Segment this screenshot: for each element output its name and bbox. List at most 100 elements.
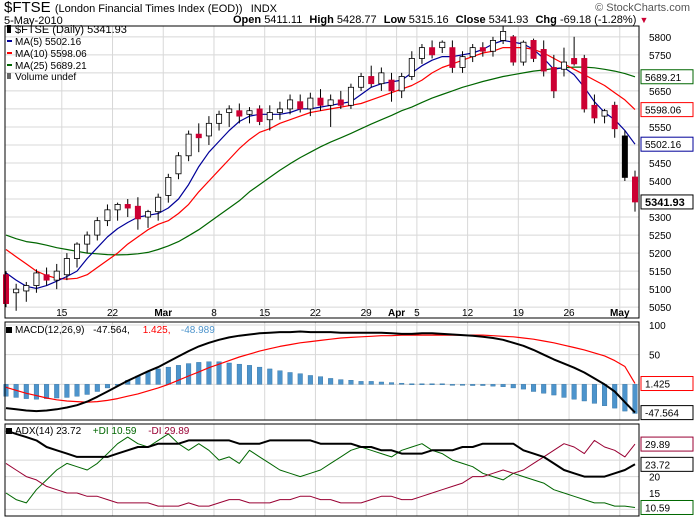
- x-tick-label-11: 26: [563, 308, 575, 319]
- candle-body: [540, 49, 547, 72]
- candle-body: [3, 274, 9, 304]
- price-value-tag-1: 5598.06: [645, 106, 682, 117]
- candle-body: [84, 234, 91, 245]
- macd-hist-bar: [175, 365, 181, 385]
- close-label: Close: [455, 14, 486, 26]
- macd-hist-bar: [399, 382, 405, 385]
- macd-value-tag-0: 1.425: [645, 380, 670, 391]
- macd-hist-bar: [155, 368, 161, 385]
- candle-body: [266, 112, 273, 121]
- x-tick-label-3: 8: [211, 308, 217, 319]
- macd-hist-bar: [226, 362, 232, 385]
- macd-legend-label-0: MACD(12,26,9): [15, 325, 84, 336]
- candle-body: [33, 272, 40, 286]
- price-ytick-5400: 5400: [649, 177, 672, 188]
- price-value-tag-2: 5502.16: [645, 140, 682, 151]
- candle-body: [388, 79, 395, 92]
- candle-body: [500, 31, 507, 41]
- high-label: High: [309, 14, 334, 26]
- macd-hist-bar: [206, 361, 212, 385]
- price-ytick-5550: 5550: [649, 123, 672, 134]
- price-ytick-5050: 5050: [649, 303, 672, 314]
- macd-hist-bar: [44, 384, 50, 399]
- candle-body: [550, 67, 557, 92]
- macd-hist-bar: [3, 384, 9, 397]
- candle-body: [418, 47, 425, 59]
- candle-body: [165, 177, 172, 196]
- macd-hist-bar: [54, 384, 60, 399]
- price-ytick-5650: 5650: [649, 87, 672, 98]
- candle-body: [530, 40, 537, 59]
- macd-hist-bar: [277, 370, 283, 385]
- candle-body: [13, 288, 20, 294]
- x-tick-label-8: 5: [414, 308, 420, 319]
- x-tick-label-12: May: [610, 308, 630, 319]
- candle-body: [479, 47, 486, 52]
- candle-body: [246, 110, 253, 115]
- price-value-tag-box-1: [640, 102, 694, 118]
- chg-value: -69.18 (-1.28%): [559, 14, 637, 26]
- x-tick-label-4: 15: [259, 308, 271, 319]
- candle-body: [317, 97, 324, 106]
- candle-body: [398, 76, 405, 92]
- price-value-tag-box-0: [640, 69, 694, 85]
- price-ytick-5100: 5100: [649, 285, 672, 296]
- macd-hist-bar: [602, 384, 608, 406]
- adx-value-tag-1: 23.72: [645, 460, 670, 471]
- macd-ytick-100: 100: [649, 321, 666, 332]
- adx-value-tag-box-0: [640, 436, 694, 452]
- minus-di-line: [5, 439, 636, 507]
- down-arrow-icon: ▼: [639, 15, 649, 25]
- price-legend-label-0: $FTSE (Daily) 5341.93: [15, 24, 127, 36]
- macd-hist-bar: [318, 376, 324, 385]
- macd-hist-bar: [632, 384, 638, 414]
- open-label: Open: [233, 14, 262, 26]
- candle-body: [611, 104, 618, 130]
- candle-body: [287, 99, 294, 110]
- macd-hist-bar: [419, 383, 425, 385]
- candle-body: [63, 258, 70, 276]
- price-value-tag-box-2: [640, 136, 694, 152]
- macd-hist-bar: [216, 361, 222, 385]
- candle-body: [408, 58, 415, 77]
- candle-body: [591, 104, 598, 119]
- high-value: 5428.77: [336, 14, 377, 26]
- macd-hist-bar: [429, 383, 435, 385]
- adx-legend-swatch: [6, 428, 12, 434]
- macd-ytick-50: 50: [649, 351, 661, 362]
- x-tick-label-6: 29: [361, 308, 373, 319]
- price-value-tag-3: 5341.93: [645, 197, 685, 209]
- macd-frame: [4, 321, 640, 421]
- macd-hist-bar: [348, 380, 354, 385]
- candle-body: [155, 196, 162, 213]
- adx-line: [5, 429, 636, 478]
- x-tick-label-7: Apr: [388, 308, 405, 319]
- ma5-line: [5, 39, 636, 289]
- price-ytick-5450: 5450: [649, 159, 672, 170]
- price-ytick-5300: 5300: [649, 213, 672, 224]
- macd-hist-bar: [267, 368, 273, 385]
- macd-hist-bar: [571, 384, 577, 400]
- macd-hist-bar: [358, 381, 364, 385]
- adx-value-tag-box-1: [640, 456, 694, 472]
- candle-body: [601, 110, 608, 117]
- ma25-line: [5, 66, 636, 256]
- x-tick-label-10: 19: [513, 308, 525, 319]
- candle-body: [347, 86, 354, 106]
- macd-hist-bar: [236, 363, 242, 385]
- candle-body: [114, 204, 121, 211]
- macd-hist-bar: [378, 381, 384, 385]
- macd-hist-bar: [500, 384, 506, 387]
- macd-legend-swatch: [6, 327, 12, 333]
- candle-body: [560, 61, 567, 70]
- macd-hist-bar: [490, 384, 496, 387]
- macd-legend-label-2: 1.425,: [143, 325, 171, 336]
- price-value-tag-box-3: [640, 194, 694, 210]
- macd-hist-bar: [287, 372, 293, 385]
- macd-hist-bar: [622, 384, 628, 412]
- ticker-name: (London Financial Times Index (EOD)): [54, 3, 243, 15]
- candle-body: [581, 58, 588, 110]
- candle-body: [510, 36, 517, 63]
- candle-body: [205, 122, 212, 137]
- price-frame: [4, 25, 640, 319]
